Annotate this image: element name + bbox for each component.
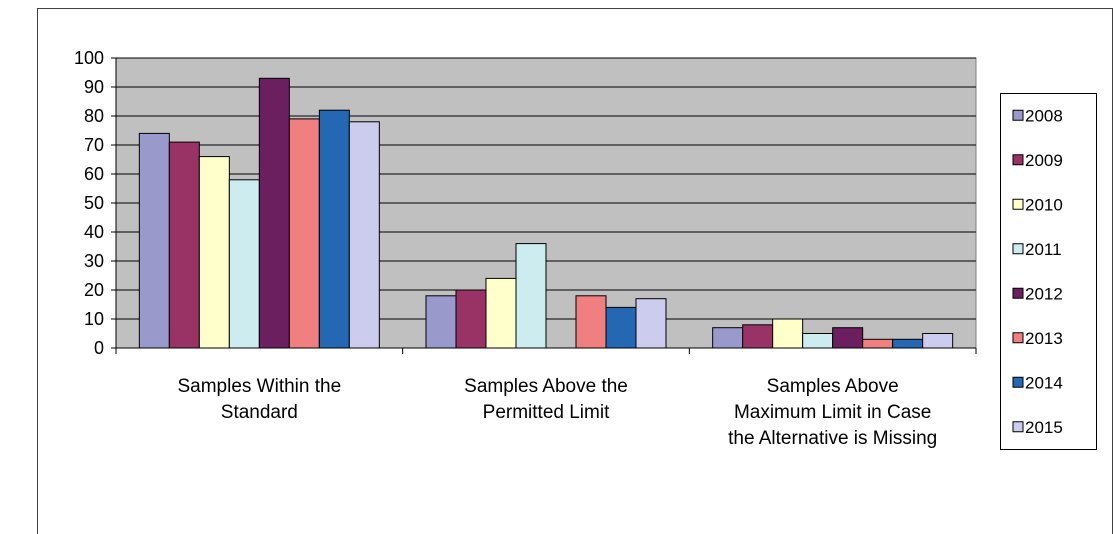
bar-2008-cat2 xyxy=(425,295,457,349)
y-tick-label: 0 xyxy=(94,338,104,358)
bar-2009-cat2 xyxy=(455,289,487,349)
bars xyxy=(138,77,954,349)
legend-swatch-2011 xyxy=(1012,243,1024,255)
x-category-label: Maximum Limit in Case xyxy=(734,402,931,423)
bar-2010-cat3 xyxy=(772,318,804,349)
bar-2011-cat2 xyxy=(515,243,547,349)
legend-label-2011: 2011 xyxy=(1025,240,1062,259)
bar-2013-cat3 xyxy=(862,338,894,349)
y-tick-label: 90 xyxy=(84,77,104,97)
legend-label-2013: 2013 xyxy=(1025,329,1063,348)
y-tick-label: 80 xyxy=(84,106,104,126)
legend-swatch-2012 xyxy=(1012,287,1024,299)
bar-2014-cat2 xyxy=(605,306,637,349)
y-tick-label: 20 xyxy=(84,280,104,300)
bar-2009-cat1 xyxy=(168,141,200,349)
y-tick-label: 70 xyxy=(84,135,104,155)
bar-2015-cat2 xyxy=(635,298,667,349)
legend-label-2010: 2010 xyxy=(1025,195,1063,214)
legend-label-2014: 2014 xyxy=(1025,373,1063,392)
legend-label-2009: 2009 xyxy=(1025,151,1063,170)
legend-swatch-2010 xyxy=(1012,198,1024,210)
bar-2015-cat3 xyxy=(922,333,954,349)
bar-2014-cat1 xyxy=(318,109,350,349)
bar-2011-cat3 xyxy=(802,333,834,349)
y-tick-label: 40 xyxy=(84,222,104,242)
bar-2013-cat1 xyxy=(288,118,320,349)
bar-2013-cat2 xyxy=(575,295,607,349)
legend-label-2015: 2015 xyxy=(1025,418,1063,437)
y-tick-label: 50 xyxy=(84,193,104,213)
legend-label-2008: 2008 xyxy=(1025,106,1063,125)
bar-2012-cat1 xyxy=(258,77,290,349)
y-tick-label: 30 xyxy=(84,251,104,271)
legend-swatch-2013 xyxy=(1012,332,1024,344)
legend-swatch-2015 xyxy=(1012,421,1024,433)
legend-label-2012: 2012 xyxy=(1025,284,1063,303)
bar-2008-cat1 xyxy=(138,132,170,349)
legend-box xyxy=(1000,93,1097,450)
bar-2012-cat3 xyxy=(832,327,864,349)
x-category-label: the Alternative is Missing xyxy=(728,428,937,449)
legend: 2008 2009 2010 2011 2012 2013 2014 2015 xyxy=(1000,93,1097,450)
bar-2010-cat2 xyxy=(485,277,517,349)
x-category-label: Standard xyxy=(221,402,298,423)
x-category-label: Permitted Limit xyxy=(483,402,610,423)
bar-2009-cat3 xyxy=(742,324,774,349)
bar-2011-cat1 xyxy=(228,179,260,349)
y-tick-label: 100 xyxy=(74,48,104,68)
x-category-label: Samples Within the xyxy=(177,376,341,397)
x-category-label: Samples Above the xyxy=(464,376,628,397)
legend-swatch-2008 xyxy=(1012,109,1024,121)
bar-2015-cat1 xyxy=(348,121,380,349)
legend-swatch-2014 xyxy=(1012,376,1024,388)
x-category-label: Samples Above xyxy=(767,376,899,397)
y-tick-label: 10 xyxy=(84,309,104,329)
y-tick-label: 60 xyxy=(84,164,104,184)
legend-swatch-2009 xyxy=(1012,154,1024,166)
axes: 0 10 20 30 40 50 60 70 80 90 100 Samples Within the… xyxy=(74,48,977,449)
bar-2014-cat3 xyxy=(892,338,924,349)
bar-2008-cat3 xyxy=(712,327,744,349)
bar-2010-cat1 xyxy=(198,156,230,349)
